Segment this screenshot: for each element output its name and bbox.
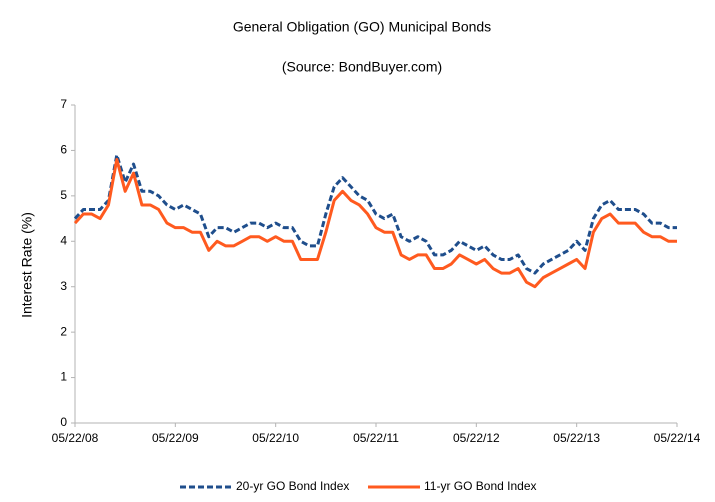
legend-label: 20-yr GO Bond Index: [236, 479, 349, 493]
chart-subtitle: (Source: BondBuyer.com): [282, 59, 442, 75]
y-tick-label: 3: [60, 279, 67, 293]
y-tick-label: 4: [60, 233, 67, 247]
chart-title: General Obligation (GO) Municipal Bonds: [233, 19, 491, 35]
x-tick-label: 05/22/14: [654, 431, 701, 445]
x-tick-label: 05/22/12: [453, 431, 500, 445]
x-tick-label: 05/22/09: [152, 431, 199, 445]
x-tick-label: 05/22/08: [52, 431, 99, 445]
y-tick-label: 5: [60, 188, 67, 202]
legend-label: 11-yr GO Bond Index: [424, 479, 537, 493]
y-tick-label: 0: [60, 415, 67, 429]
y-tick-label: 1: [60, 370, 67, 384]
x-tick-label: 05/22/13: [553, 431, 600, 445]
series-line: [73, 153, 677, 275]
x-tick-label: 05/22/10: [252, 431, 299, 445]
y-tick-label: 2: [60, 324, 67, 338]
y-axis-label: Interest Rate (%): [19, 212, 35, 318]
x-tick-label: 05/22/11: [353, 431, 399, 445]
series-line: [73, 158, 677, 289]
y-tick-label: 7: [60, 97, 67, 111]
y-tick-label: 6: [60, 143, 67, 157]
